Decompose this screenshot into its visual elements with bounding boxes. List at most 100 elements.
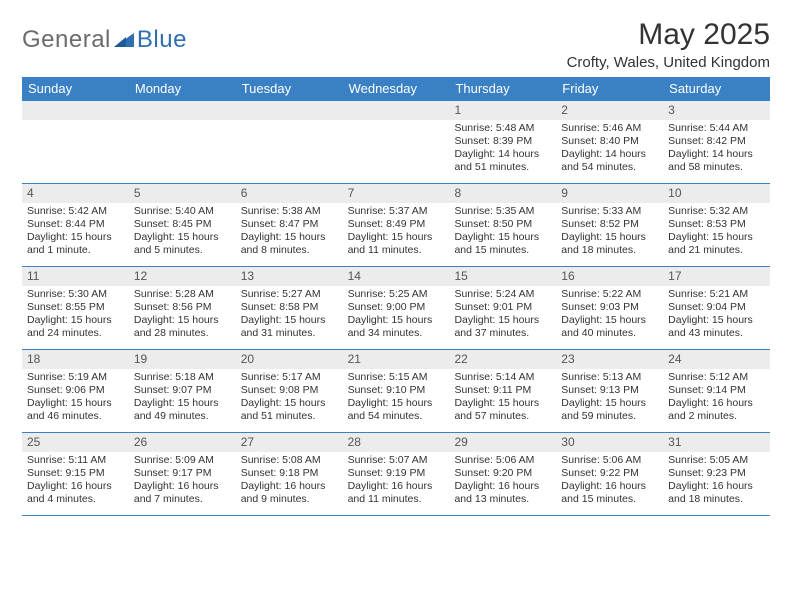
day-cell <box>343 101 450 183</box>
sunset-text: Sunset: 9:03 PM <box>561 301 658 314</box>
daylight-text: Daylight: 15 hours and 54 minutes. <box>348 397 445 423</box>
sunrise-text: Sunrise: 5:07 AM <box>348 454 445 467</box>
day-number: 19 <box>129 350 236 369</box>
daylight-text: Daylight: 16 hours and 15 minutes. <box>561 480 658 506</box>
day-cell: 11Sunrise: 5:30 AMSunset: 8:55 PMDayligh… <box>22 267 129 349</box>
week-row: 25Sunrise: 5:11 AMSunset: 9:15 PMDayligh… <box>22 433 770 516</box>
day-body: Sunrise: 5:42 AMSunset: 8:44 PMDaylight:… <box>22 203 129 262</box>
day-number: 18 <box>22 350 129 369</box>
sunset-text: Sunset: 8:44 PM <box>27 218 124 231</box>
sunset-text: Sunset: 9:23 PM <box>668 467 765 480</box>
day-body: Sunrise: 5:27 AMSunset: 8:58 PMDaylight:… <box>236 286 343 345</box>
day-cell: 3Sunrise: 5:44 AMSunset: 8:42 PMDaylight… <box>663 101 770 183</box>
day-number <box>343 101 450 120</box>
day-body: Sunrise: 5:24 AMSunset: 9:01 PMDaylight:… <box>449 286 556 345</box>
calendar-grid: SundayMondayTuesdayWednesdayThursdayFrid… <box>22 77 770 516</box>
day-cell: 25Sunrise: 5:11 AMSunset: 9:15 PMDayligh… <box>22 433 129 515</box>
sunrise-text: Sunrise: 5:28 AM <box>134 288 231 301</box>
day-cell: 2Sunrise: 5:46 AMSunset: 8:40 PMDaylight… <box>556 101 663 183</box>
day-cell: 13Sunrise: 5:27 AMSunset: 8:58 PMDayligh… <box>236 267 343 349</box>
daylight-text: Daylight: 15 hours and 8 minutes. <box>241 231 338 257</box>
day-cell: 28Sunrise: 5:07 AMSunset: 9:19 PMDayligh… <box>343 433 450 515</box>
sunset-text: Sunset: 8:50 PM <box>454 218 551 231</box>
day-body: Sunrise: 5:37 AMSunset: 8:49 PMDaylight:… <box>343 203 450 262</box>
day-number <box>236 101 343 120</box>
day-body: Sunrise: 5:14 AMSunset: 9:11 PMDaylight:… <box>449 369 556 428</box>
logo-text-blue: Blue <box>137 26 187 54</box>
day-number: 20 <box>236 350 343 369</box>
day-cell: 26Sunrise: 5:09 AMSunset: 9:17 PMDayligh… <box>129 433 236 515</box>
day-cell: 16Sunrise: 5:22 AMSunset: 9:03 PMDayligh… <box>556 267 663 349</box>
day-body: Sunrise: 5:08 AMSunset: 9:18 PMDaylight:… <box>236 452 343 511</box>
day-cell: 20Sunrise: 5:17 AMSunset: 9:08 PMDayligh… <box>236 350 343 432</box>
day-cell <box>236 101 343 183</box>
daylight-text: Daylight: 15 hours and 31 minutes. <box>241 314 338 340</box>
day-cell: 21Sunrise: 5:15 AMSunset: 9:10 PMDayligh… <box>343 350 450 432</box>
day-cell: 5Sunrise: 5:40 AMSunset: 8:45 PMDaylight… <box>129 184 236 266</box>
day-number: 22 <box>449 350 556 369</box>
day-number: 16 <box>556 267 663 286</box>
logo: General Blue <box>22 18 187 54</box>
day-number: 11 <box>22 267 129 286</box>
weekday-header: Friday <box>556 77 663 100</box>
daylight-text: Daylight: 16 hours and 4 minutes. <box>27 480 124 506</box>
sunset-text: Sunset: 8:40 PM <box>561 135 658 148</box>
sunrise-text: Sunrise: 5:11 AM <box>27 454 124 467</box>
weekday-header: Thursday <box>449 77 556 100</box>
sunset-text: Sunset: 9:04 PM <box>668 301 765 314</box>
daylight-text: Daylight: 15 hours and 15 minutes. <box>454 231 551 257</box>
day-cell: 22Sunrise: 5:14 AMSunset: 9:11 PMDayligh… <box>449 350 556 432</box>
week-row: 1Sunrise: 5:48 AMSunset: 8:39 PMDaylight… <box>22 100 770 184</box>
day-body: Sunrise: 5:15 AMSunset: 9:10 PMDaylight:… <box>343 369 450 428</box>
day-cell: 6Sunrise: 5:38 AMSunset: 8:47 PMDaylight… <box>236 184 343 266</box>
day-number: 15 <box>449 267 556 286</box>
sunrise-text: Sunrise: 5:25 AM <box>348 288 445 301</box>
day-number: 29 <box>449 433 556 452</box>
day-cell: 4Sunrise: 5:42 AMSunset: 8:44 PMDaylight… <box>22 184 129 266</box>
sunrise-text: Sunrise: 5:38 AM <box>241 205 338 218</box>
sunrise-text: Sunrise: 5:09 AM <box>134 454 231 467</box>
daylight-text: Daylight: 16 hours and 9 minutes. <box>241 480 338 506</box>
day-cell: 8Sunrise: 5:35 AMSunset: 8:50 PMDaylight… <box>449 184 556 266</box>
sunset-text: Sunset: 8:49 PM <box>348 218 445 231</box>
day-number: 13 <box>236 267 343 286</box>
sunrise-text: Sunrise: 5:21 AM <box>668 288 765 301</box>
sunrise-text: Sunrise: 5:05 AM <box>668 454 765 467</box>
sunrise-text: Sunrise: 5:46 AM <box>561 122 658 135</box>
week-row: 11Sunrise: 5:30 AMSunset: 8:55 PMDayligh… <box>22 267 770 350</box>
weekday-header: Sunday <box>22 77 129 100</box>
weekday-header: Monday <box>129 77 236 100</box>
day-body: Sunrise: 5:25 AMSunset: 9:00 PMDaylight:… <box>343 286 450 345</box>
daylight-text: Daylight: 15 hours and 5 minutes. <box>134 231 231 257</box>
day-cell: 27Sunrise: 5:08 AMSunset: 9:18 PMDayligh… <box>236 433 343 515</box>
day-cell: 31Sunrise: 5:05 AMSunset: 9:23 PMDayligh… <box>663 433 770 515</box>
day-body: Sunrise: 5:11 AMSunset: 9:15 PMDaylight:… <box>22 452 129 511</box>
day-body: Sunrise: 5:13 AMSunset: 9:13 PMDaylight:… <box>556 369 663 428</box>
daylight-text: Daylight: 15 hours and 24 minutes. <box>27 314 124 340</box>
daylight-text: Daylight: 15 hours and 11 minutes. <box>348 231 445 257</box>
day-number: 12 <box>129 267 236 286</box>
sunset-text: Sunset: 9:07 PM <box>134 384 231 397</box>
calendar-page: General Blue May 2025 Crofty, Wales, Uni… <box>0 0 792 534</box>
sunset-text: Sunset: 9:15 PM <box>27 467 124 480</box>
day-cell: 29Sunrise: 5:06 AMSunset: 9:20 PMDayligh… <box>449 433 556 515</box>
day-cell: 1Sunrise: 5:48 AMSunset: 8:39 PMDaylight… <box>449 101 556 183</box>
day-number: 8 <box>449 184 556 203</box>
day-body: Sunrise: 5:12 AMSunset: 9:14 PMDaylight:… <box>663 369 770 428</box>
daylight-text: Daylight: 15 hours and 34 minutes. <box>348 314 445 340</box>
sunrise-text: Sunrise: 5:37 AM <box>348 205 445 218</box>
sunrise-text: Sunrise: 5:17 AM <box>241 371 338 384</box>
sunset-text: Sunset: 9:14 PM <box>668 384 765 397</box>
sunrise-text: Sunrise: 5:18 AM <box>134 371 231 384</box>
daylight-text: Daylight: 16 hours and 11 minutes. <box>348 480 445 506</box>
sunrise-text: Sunrise: 5:19 AM <box>27 371 124 384</box>
sunset-text: Sunset: 9:00 PM <box>348 301 445 314</box>
sunset-text: Sunset: 9:20 PM <box>454 467 551 480</box>
day-number: 17 <box>663 267 770 286</box>
sunset-text: Sunset: 8:42 PM <box>668 135 765 148</box>
daylight-text: Daylight: 16 hours and 7 minutes. <box>134 480 231 506</box>
sunset-text: Sunset: 8:55 PM <box>27 301 124 314</box>
sunrise-text: Sunrise: 5:33 AM <box>561 205 658 218</box>
day-number <box>22 101 129 120</box>
day-number: 14 <box>343 267 450 286</box>
